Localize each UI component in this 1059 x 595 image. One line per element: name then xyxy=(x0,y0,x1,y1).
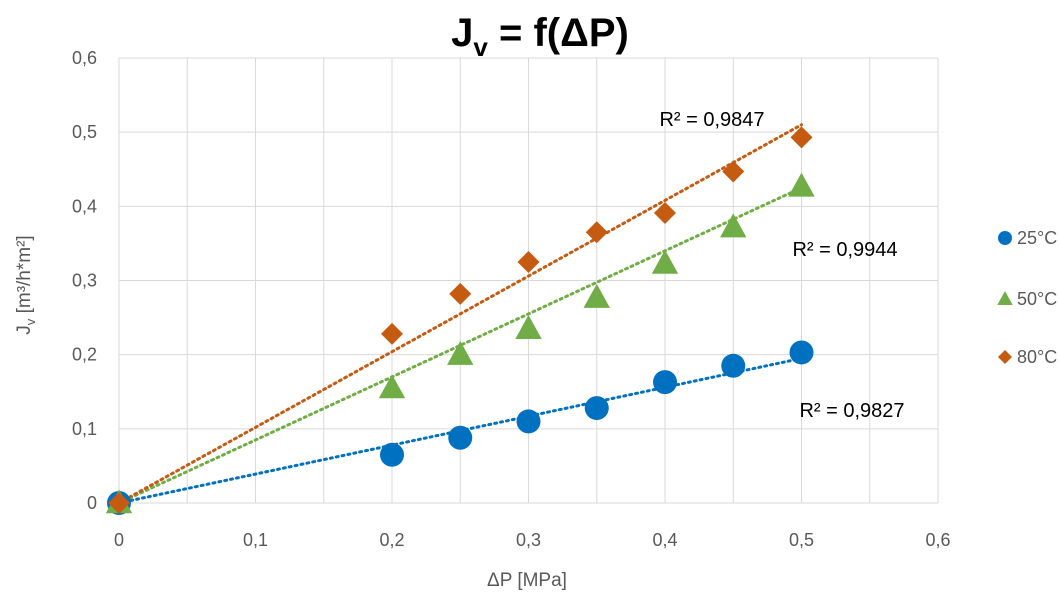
y-tick-label: 0,5 xyxy=(72,122,97,142)
data-point xyxy=(653,370,677,395)
r-squared-labels: R² = 0,9827 R² = 0,9944 R² = 0,9847 xyxy=(659,109,904,422)
y-tick-label: 0,4 xyxy=(72,196,97,216)
legend-label: 50°C xyxy=(1017,289,1057,309)
x-tick-label: 0,1 xyxy=(243,530,268,550)
data-point xyxy=(721,353,746,378)
y-axis-ticks: 0 0,1 0,2 0,3 0,4 0,5 0,6 xyxy=(72,48,97,513)
legend: 25°C 50°C 80°C xyxy=(997,228,1057,367)
x-tick-label: 0,3 xyxy=(516,530,541,550)
data-point xyxy=(789,340,814,365)
data-point xyxy=(381,322,403,345)
data-point xyxy=(108,492,130,514)
data-point xyxy=(378,374,406,399)
data-point xyxy=(380,442,404,467)
y-tick-label: 0,2 xyxy=(72,345,97,365)
y-tick-label: 0,1 xyxy=(72,419,97,439)
data-point xyxy=(448,425,473,450)
data-points xyxy=(105,126,815,515)
x-tick-label: 0,2 xyxy=(379,530,404,550)
data-point xyxy=(583,283,610,308)
x-tick-label: 0,4 xyxy=(652,530,677,550)
data-point xyxy=(584,396,609,421)
data-point xyxy=(651,249,679,274)
data-point xyxy=(585,221,608,244)
data-point xyxy=(788,172,815,197)
y-tick-label: 0,6 xyxy=(72,48,97,68)
data-point xyxy=(790,126,813,149)
x-tick-label: 0,6 xyxy=(925,530,950,550)
data-point xyxy=(516,409,541,434)
trendline xyxy=(117,186,803,505)
data-point xyxy=(449,282,472,305)
data-point xyxy=(722,160,745,183)
data-point xyxy=(720,213,747,238)
data-point xyxy=(517,250,540,273)
x-axis-label: ΔP [MPa] xyxy=(487,570,567,591)
y-tick-label: 0,3 xyxy=(72,271,97,291)
legend-marker xyxy=(998,350,1012,364)
y-tick-label: 0 xyxy=(87,493,97,513)
x-tick-label: 0 xyxy=(114,530,124,550)
chart-title: Jv = f(ΔP) xyxy=(451,11,629,62)
trendline xyxy=(117,123,803,505)
data-point xyxy=(515,315,542,339)
y-axis-label: Jv [m³/h*m²] xyxy=(14,235,38,334)
data-point xyxy=(654,202,676,225)
x-axis-ticks: 0 0,1 0,2 0,3 0,4 0,5 0,6 xyxy=(114,530,951,550)
r-squared-label: R² = 0,9847 xyxy=(659,109,764,131)
r-squared-label: R² = 0,9827 xyxy=(799,400,904,422)
legend-marker xyxy=(998,231,1012,245)
r-squared-label: R² = 0,9944 xyxy=(792,239,897,261)
legend-label: 25°C xyxy=(1017,228,1057,248)
legend-marker xyxy=(997,291,1013,305)
legend-label: 80°C xyxy=(1017,347,1057,367)
data-point xyxy=(447,340,474,365)
x-tick-label: 0,5 xyxy=(789,530,814,550)
